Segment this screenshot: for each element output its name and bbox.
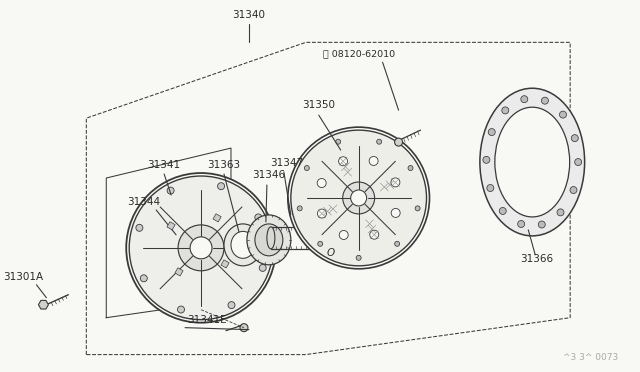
Ellipse shape [336, 139, 340, 144]
Ellipse shape [415, 206, 420, 211]
Ellipse shape [518, 221, 525, 228]
Ellipse shape [228, 302, 235, 309]
Ellipse shape [502, 107, 509, 114]
Ellipse shape [317, 209, 326, 218]
Ellipse shape [395, 241, 399, 246]
Ellipse shape [305, 166, 309, 170]
Ellipse shape [488, 129, 495, 135]
Bar [527, 224, 537, 232]
Ellipse shape [129, 176, 273, 320]
Ellipse shape [377, 139, 381, 144]
Ellipse shape [255, 224, 283, 256]
Text: 31341E: 31341E [187, 315, 227, 325]
Ellipse shape [391, 178, 400, 187]
Bar [175, 268, 183, 276]
Ellipse shape [247, 215, 291, 265]
Text: 31366: 31366 [520, 254, 553, 264]
Text: 31350: 31350 [302, 100, 335, 110]
Ellipse shape [495, 107, 570, 217]
Text: Ⓑ 08120-62010: Ⓑ 08120-62010 [323, 49, 395, 58]
Text: 31346: 31346 [252, 170, 285, 180]
Ellipse shape [408, 166, 413, 170]
Ellipse shape [483, 156, 490, 163]
Ellipse shape [521, 96, 528, 103]
Ellipse shape [575, 158, 582, 166]
Polygon shape [38, 301, 49, 309]
Text: 31347: 31347 [270, 158, 303, 168]
Ellipse shape [538, 221, 545, 228]
Ellipse shape [190, 237, 212, 259]
Ellipse shape [391, 208, 400, 217]
Ellipse shape [369, 157, 378, 166]
Ellipse shape [178, 225, 224, 271]
Ellipse shape [259, 264, 266, 272]
Ellipse shape [559, 111, 566, 118]
Ellipse shape [240, 324, 248, 332]
Ellipse shape [317, 241, 323, 246]
Ellipse shape [487, 185, 494, 192]
Ellipse shape [231, 231, 255, 258]
Text: 31301A: 31301A [3, 272, 44, 282]
Ellipse shape [167, 187, 174, 194]
Ellipse shape [255, 214, 262, 221]
Ellipse shape [317, 179, 326, 187]
Text: ^3 3^ 0073: ^3 3^ 0073 [563, 353, 618, 362]
Ellipse shape [541, 97, 548, 104]
Ellipse shape [339, 231, 348, 240]
Ellipse shape [288, 127, 429, 269]
Bar [221, 260, 229, 268]
Ellipse shape [480, 88, 584, 236]
Text: 31341: 31341 [148, 160, 180, 170]
Ellipse shape [342, 182, 374, 214]
Ellipse shape [297, 206, 302, 211]
Ellipse shape [370, 230, 379, 239]
Ellipse shape [572, 135, 579, 142]
Text: 31340: 31340 [232, 10, 266, 20]
Text: O: O [326, 248, 335, 258]
Ellipse shape [267, 227, 275, 249]
Ellipse shape [136, 224, 143, 231]
Ellipse shape [356, 255, 361, 260]
Ellipse shape [339, 227, 347, 249]
Text: 31344: 31344 [127, 197, 161, 207]
Ellipse shape [291, 130, 426, 266]
Ellipse shape [499, 208, 506, 215]
Text: 31363: 31363 [207, 160, 241, 170]
Ellipse shape [177, 306, 184, 313]
Bar [167, 222, 175, 230]
Ellipse shape [395, 138, 403, 146]
Ellipse shape [351, 190, 367, 206]
Ellipse shape [224, 224, 262, 266]
Ellipse shape [140, 275, 147, 282]
Ellipse shape [126, 173, 276, 323]
Ellipse shape [218, 183, 225, 190]
Ellipse shape [570, 186, 577, 193]
Ellipse shape [339, 157, 348, 166]
Ellipse shape [557, 209, 564, 216]
Bar [213, 214, 221, 222]
